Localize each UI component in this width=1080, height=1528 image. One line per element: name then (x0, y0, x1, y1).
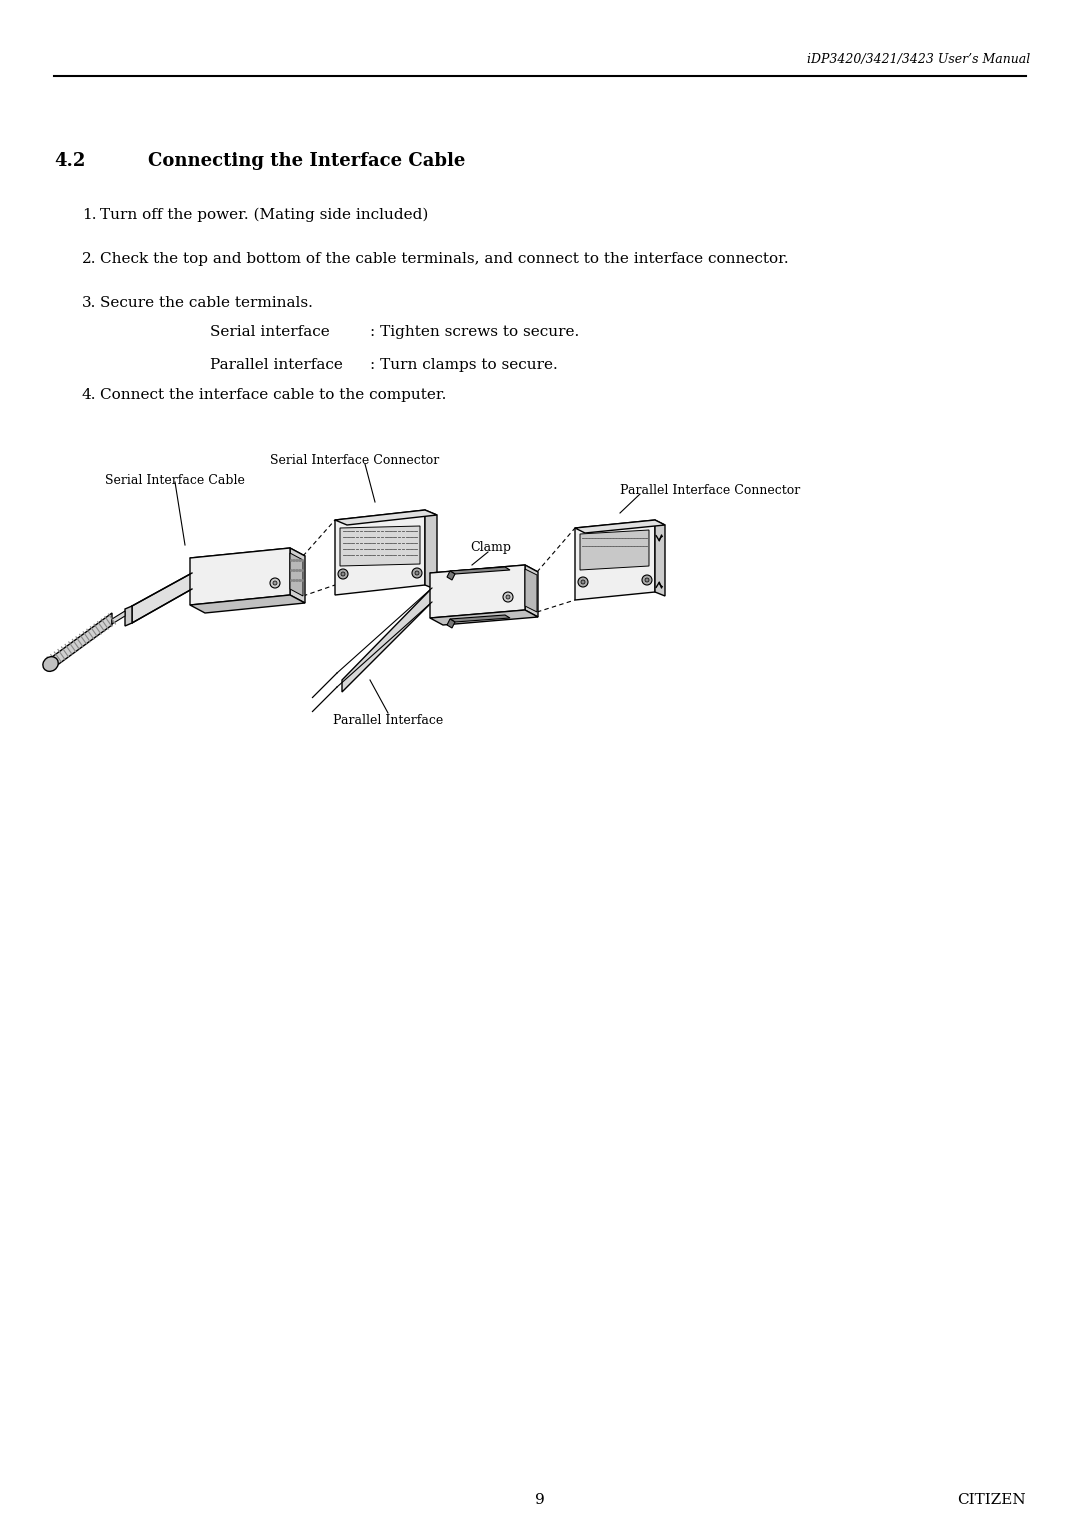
Polygon shape (190, 549, 305, 565)
Polygon shape (430, 610, 538, 625)
Circle shape (338, 568, 348, 579)
Text: Parallel interface: Parallel interface (210, 358, 342, 371)
Text: : Tighten screws to secure.: : Tighten screws to secure. (370, 325, 579, 339)
Circle shape (415, 571, 419, 575)
Polygon shape (426, 510, 437, 590)
Text: Parallel Interface: Parallel Interface (333, 714, 443, 726)
Polygon shape (291, 553, 303, 596)
Polygon shape (580, 530, 649, 570)
Polygon shape (430, 565, 525, 617)
Text: CITIZEN: CITIZEN (957, 1493, 1026, 1507)
Circle shape (503, 591, 513, 602)
Polygon shape (447, 619, 455, 628)
Polygon shape (340, 526, 420, 565)
Circle shape (642, 575, 652, 585)
Polygon shape (575, 520, 665, 533)
Text: iDP3420/3421/3423 User’s Manual: iDP3420/3421/3423 User’s Manual (807, 53, 1030, 67)
Polygon shape (335, 510, 426, 594)
Polygon shape (447, 571, 455, 581)
Circle shape (507, 594, 510, 599)
Circle shape (581, 581, 585, 584)
Circle shape (578, 578, 588, 587)
Polygon shape (342, 588, 432, 692)
Polygon shape (132, 573, 192, 623)
Text: 1.: 1. (82, 208, 96, 222)
Polygon shape (125, 607, 132, 626)
Polygon shape (335, 510, 437, 526)
Text: Serial Interface Cable: Serial Interface Cable (105, 474, 245, 486)
Circle shape (270, 578, 280, 588)
Polygon shape (450, 567, 510, 575)
Circle shape (645, 578, 649, 582)
Text: Parallel Interface Connector: Parallel Interface Connector (620, 483, 800, 497)
Text: Secure the cable terminals.: Secure the cable terminals. (100, 296, 313, 310)
Polygon shape (112, 611, 125, 623)
Circle shape (411, 568, 422, 578)
Text: Serial Interface Connector: Serial Interface Connector (270, 454, 440, 466)
Text: 9: 9 (535, 1493, 545, 1507)
Text: 3.: 3. (82, 296, 96, 310)
Text: Clamp: Clamp (470, 541, 511, 555)
Text: Check the top and bottom of the cable terminals, and connect to the interface co: Check the top and bottom of the cable te… (100, 252, 788, 266)
Text: 4.: 4. (82, 388, 96, 402)
Polygon shape (190, 549, 291, 605)
Polygon shape (575, 520, 654, 601)
Polygon shape (654, 520, 665, 596)
Polygon shape (525, 565, 538, 617)
Polygon shape (51, 613, 112, 669)
Polygon shape (190, 594, 305, 613)
Text: Connect the interface cable to the computer.: Connect the interface cable to the compu… (100, 388, 446, 402)
Polygon shape (291, 549, 305, 604)
Text: : Turn clamps to secure.: : Turn clamps to secure. (370, 358, 557, 371)
Polygon shape (430, 565, 538, 581)
Polygon shape (525, 568, 537, 613)
Circle shape (273, 581, 276, 585)
Text: Connecting the Interface Cable: Connecting the Interface Cable (148, 151, 465, 170)
Text: Serial interface: Serial interface (210, 325, 329, 339)
Circle shape (341, 571, 345, 576)
Polygon shape (450, 614, 510, 622)
Ellipse shape (43, 657, 58, 671)
Text: 4.2: 4.2 (54, 151, 85, 170)
Text: Turn off the power. (Mating side included): Turn off the power. (Mating side include… (100, 208, 429, 223)
Text: 2.: 2. (82, 252, 96, 266)
